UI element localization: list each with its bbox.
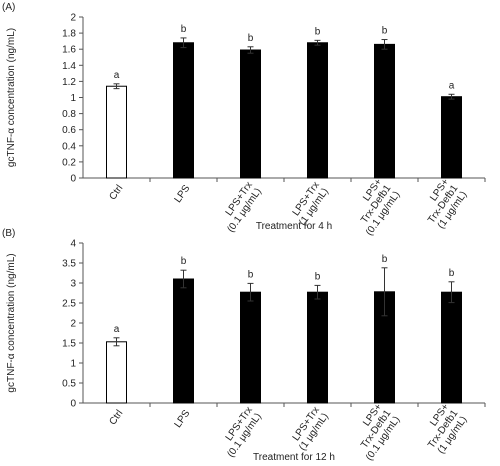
y-tick-label: 1.4 [62, 61, 76, 72]
x-tick-label-group: Ctrl [107, 183, 125, 202]
y-tick-label: 0.6 [62, 125, 76, 136]
x-tick-label-line: Ctrl [107, 408, 125, 427]
error-bar [247, 282, 254, 302]
x-tick-label-group: LPS+Trx(1 μg/mL) [288, 405, 331, 453]
x-tick-label-group: Ctrl [107, 408, 125, 427]
y-tick-label: 0 [70, 174, 76, 185]
annotation: a [114, 324, 120, 335]
y-tick-label: 2 [70, 319, 76, 330]
x-tick-label: LPS+Trx(1 μg/mL) [288, 405, 331, 453]
error-bar [314, 39, 321, 46]
x-tick-label: LPS+Trx-Defb1(0.1 μg/mL) [346, 401, 403, 462]
x-tick-label: LPS+Trx-Defb1(1 μg/mL) [417, 401, 470, 456]
annotation: b [315, 271, 321, 282]
x-tick-label-group: LPS [173, 183, 193, 205]
bar [441, 291, 462, 404]
y-tick-label: 0.8 [62, 109, 76, 120]
error-bar [448, 281, 455, 304]
y-tick-label: 1.5 [62, 339, 76, 350]
x-axis-title: Treatment for 4 h [256, 221, 332, 232]
x-tick-label: Ctrl [107, 183, 125, 202]
x-tick-label-group: LPS+Trx-Defb1(0.1 μg/mL) [346, 176, 403, 238]
y-tick-label: 1.6 [62, 45, 76, 56]
x-axis-title: Treatment for 12 h [253, 452, 335, 463]
error-bar [381, 267, 388, 317]
y-tick-label: 0.2 [62, 157, 76, 168]
y-axis-title: gcTNF-α concentration (ng/mL) [6, 253, 17, 392]
error-bar [448, 93, 455, 100]
y-tick-label: 1.2 [62, 77, 76, 88]
bar [106, 85, 127, 179]
bar [240, 291, 261, 404]
error-bar [381, 39, 388, 50]
y-axis-title: gcTNF-α concentration (ng/mL) [6, 28, 17, 167]
annotation: b [449, 268, 455, 279]
error-bar [113, 337, 120, 347]
x-tick-label: LPS+Trx-Defb1(1 μg/mL) [417, 176, 470, 231]
x-tick-label: LPS [173, 408, 193, 430]
y-tick-label: 3 [70, 279, 76, 290]
y-tick-label: 2 [70, 13, 76, 24]
y-tick-label: 0 [70, 399, 76, 410]
annotation: a [114, 70, 120, 81]
bar [307, 42, 328, 179]
error-bar [314, 284, 321, 300]
panel-label: (B) [2, 228, 15, 239]
x-tick-label-group: LPS+Trx-Defb1(1 μg/mL) [417, 401, 470, 456]
panel-label: (A) [2, 2, 15, 13]
x-tick-label-group: LPS+Trx-Defb1(0.1 μg/mL) [346, 401, 403, 463]
annotation: b [382, 254, 388, 265]
bar [441, 96, 462, 179]
error-bar [180, 37, 187, 49]
y-tick-label: 4 [70, 239, 76, 250]
annotation: b [248, 33, 254, 44]
annotation: a [449, 80, 455, 91]
x-tick-label-line: Ctrl [107, 183, 125, 202]
x-tick-label: LPS [173, 183, 193, 205]
y-tick-label: 1 [70, 93, 76, 104]
y-tick-label: 3.5 [62, 259, 76, 270]
bar [374, 43, 395, 179]
y-tick-label: 1 [70, 359, 76, 370]
bar [173, 42, 194, 179]
bar [307, 291, 328, 404]
annotation: b [181, 256, 187, 267]
x-tick-label: LPS+Trx-Defb1(0.1 μg/mL) [346, 176, 403, 237]
y-tick-label: 0.5 [62, 379, 76, 390]
annotation: b [382, 26, 388, 37]
y-tick-label: 2.5 [62, 299, 76, 310]
x-tick-label: Ctrl [107, 408, 125, 427]
bar [106, 341, 127, 404]
bar [173, 278, 194, 404]
y-tick-label: 1.8 [62, 29, 76, 40]
x-tick-label-line: LPS [173, 408, 193, 430]
x-tick-label-group: LPS [173, 408, 193, 430]
bar [240, 49, 261, 179]
annotation: b [181, 24, 187, 35]
x-tick-label-line: LPS [173, 183, 193, 205]
error-bar [113, 83, 120, 90]
annotation: b [248, 269, 254, 280]
y-tick-label: 0.4 [62, 141, 76, 152]
x-tick-label-group: LPS+Trx-Defb1(1 μg/mL) [417, 176, 470, 231]
error-bar [247, 46, 254, 54]
annotation: b [315, 26, 321, 37]
error-bar [180, 269, 187, 289]
